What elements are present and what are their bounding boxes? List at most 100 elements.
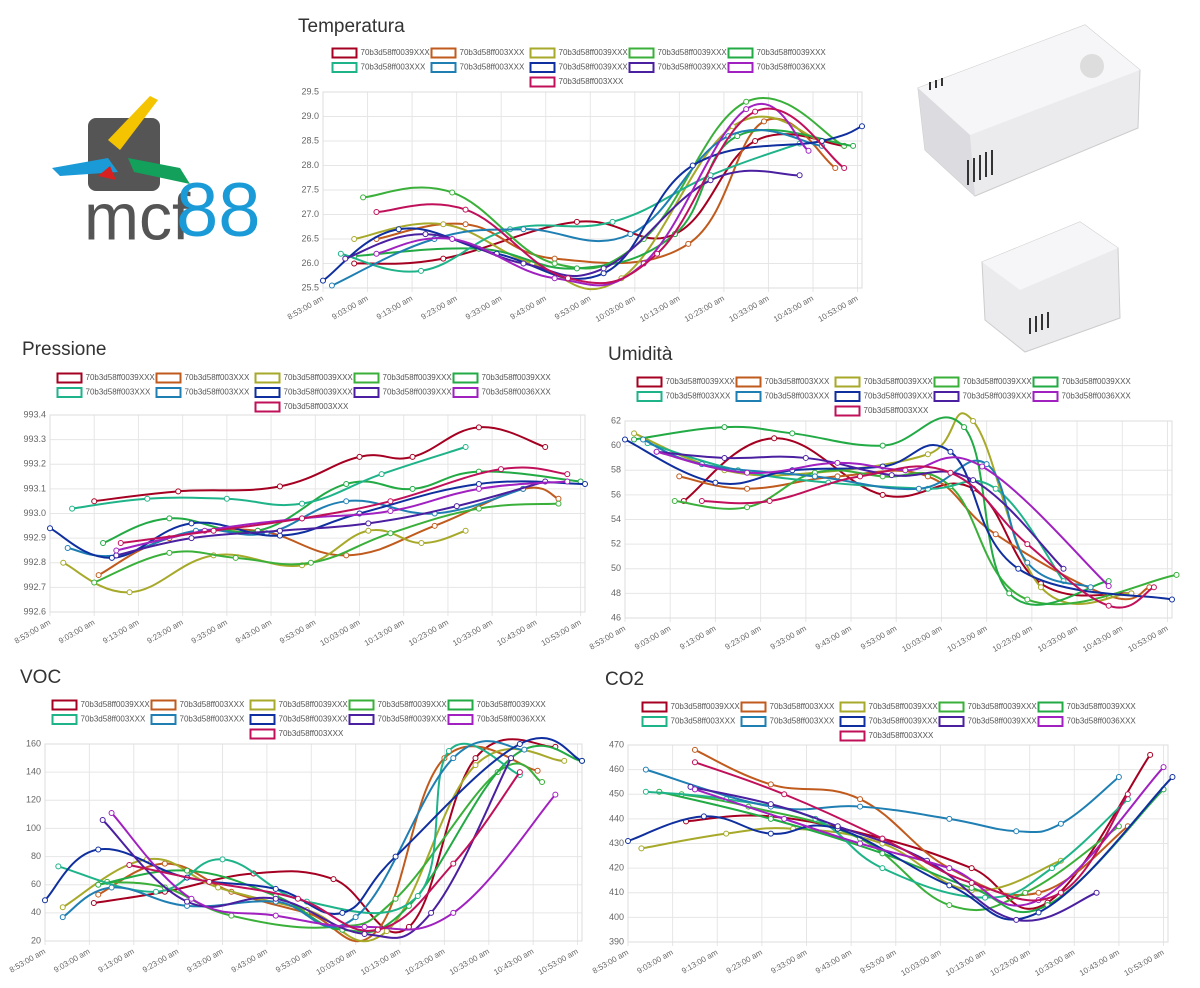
data-point (360, 194, 367, 201)
data-point (387, 508, 394, 515)
data-point (166, 515, 173, 522)
data-point (188, 895, 195, 902)
data-point (272, 895, 279, 902)
data-point (640, 436, 647, 443)
data-point (223, 495, 230, 502)
data-point (857, 796, 864, 803)
data-point (565, 275, 571, 282)
data-point (42, 897, 48, 904)
data-point (561, 757, 568, 764)
legend-swatch (353, 372, 380, 384)
legend-swatch (1037, 716, 1064, 727)
data-point (1060, 565, 1067, 572)
legend-label: 70b3d58ff003XXX (180, 715, 245, 724)
data-point (378, 471, 385, 478)
x-tick-label: 9:13:00 am (375, 294, 414, 322)
data-point (968, 879, 975, 886)
data-point (440, 221, 447, 228)
data-point (276, 532, 283, 539)
data-point (113, 552, 120, 559)
data-point (521, 746, 528, 753)
data-point (95, 846, 102, 853)
legend-label: 70b3d58ff0039XXX (968, 702, 1038, 711)
data-point (700, 813, 707, 820)
legend-label: 70b3d58ff0036XXX (757, 63, 827, 72)
legend-label: 70b3d58ff003XXX (765, 392, 830, 401)
data-point (108, 554, 115, 561)
data-point (100, 540, 107, 547)
data-point (879, 835, 886, 842)
data-point (108, 884, 115, 891)
y-tick-label: 20 (31, 935, 41, 945)
series-line (44, 737, 583, 915)
data-point (175, 488, 182, 495)
data-point (409, 453, 416, 460)
legend-swatch (636, 391, 663, 402)
data-point (946, 882, 953, 889)
legend-swatch (56, 387, 83, 398)
series-line (101, 757, 512, 939)
x-tick-label: 8:53:00 am (588, 624, 627, 652)
legend-swatch (740, 716, 767, 727)
data-point (161, 860, 168, 867)
legend-swatch (1032, 391, 1059, 402)
legend-swatch (150, 714, 177, 725)
data-point (625, 838, 631, 845)
y-tick-label: 80 (31, 851, 41, 861)
data-point (744, 504, 751, 511)
data-point (361, 930, 368, 937)
data-point (228, 912, 235, 919)
data-point (1013, 916, 1020, 923)
x-tick-label: 9:33:00 am (185, 947, 224, 975)
data-point (516, 741, 523, 747)
legend-swatch (452, 387, 479, 398)
data-point (771, 435, 778, 442)
data-point (440, 255, 447, 262)
legend-label: 70b3d58ff0039XXX (757, 48, 827, 57)
data-point (351, 236, 358, 242)
x-tick-label: 10:13:00 am (638, 294, 681, 324)
x-tick-label: 9:13:00 am (97, 947, 136, 975)
legend-swatch (727, 62, 754, 73)
legend-swatch (641, 716, 668, 727)
legend-label: 70b3d58ff0039XXX (383, 373, 453, 382)
y-tick-label: 992.9 (23, 533, 46, 543)
data-point (767, 815, 774, 822)
y-tick-label: 160 (26, 738, 41, 748)
x-tick-label: 10:33:00 am (1033, 948, 1076, 978)
data-point (414, 892, 421, 899)
y-tick-label: 28.5 (301, 135, 319, 145)
x-tick-label: 10:43:00 am (495, 618, 538, 648)
data-point (91, 498, 98, 505)
legend-label: 70b3d58ff003XXX (86, 388, 151, 397)
x-tick-label: 10:33:00 am (448, 947, 491, 977)
legend-swatch (430, 47, 457, 59)
data-point (126, 862, 133, 869)
logo-stroke (98, 166, 116, 180)
x-tick-label: 10:13:00 am (359, 947, 402, 977)
x-tick-label: 9:23:00 am (724, 624, 763, 652)
data-point (294, 895, 301, 902)
data-point (1035, 909, 1042, 916)
logo-stroke (108, 96, 158, 150)
data-point (564, 478, 571, 485)
data-point (857, 840, 864, 847)
data-point (850, 142, 857, 149)
x-tick-label: 9:43:00 am (814, 948, 853, 976)
series-line (354, 128, 854, 270)
data-point (551, 255, 558, 262)
legend-label: 70b3d58ff0039XXX (81, 700, 151, 709)
legend-label: 70b3d58ff0039XXX (864, 377, 934, 386)
data-point (992, 531, 999, 538)
data-point (462, 527, 469, 534)
data-point (1006, 590, 1013, 597)
data-point (276, 527, 283, 534)
data-point (215, 884, 222, 891)
x-tick-label: 8:53:00 am (8, 947, 47, 975)
legend-swatch (452, 372, 479, 384)
series-line (694, 766, 1165, 907)
y-tick-label: 29.5 (301, 86, 319, 96)
legend-swatch (254, 372, 281, 384)
data-point (475, 485, 482, 492)
legend-swatch (447, 699, 474, 711)
